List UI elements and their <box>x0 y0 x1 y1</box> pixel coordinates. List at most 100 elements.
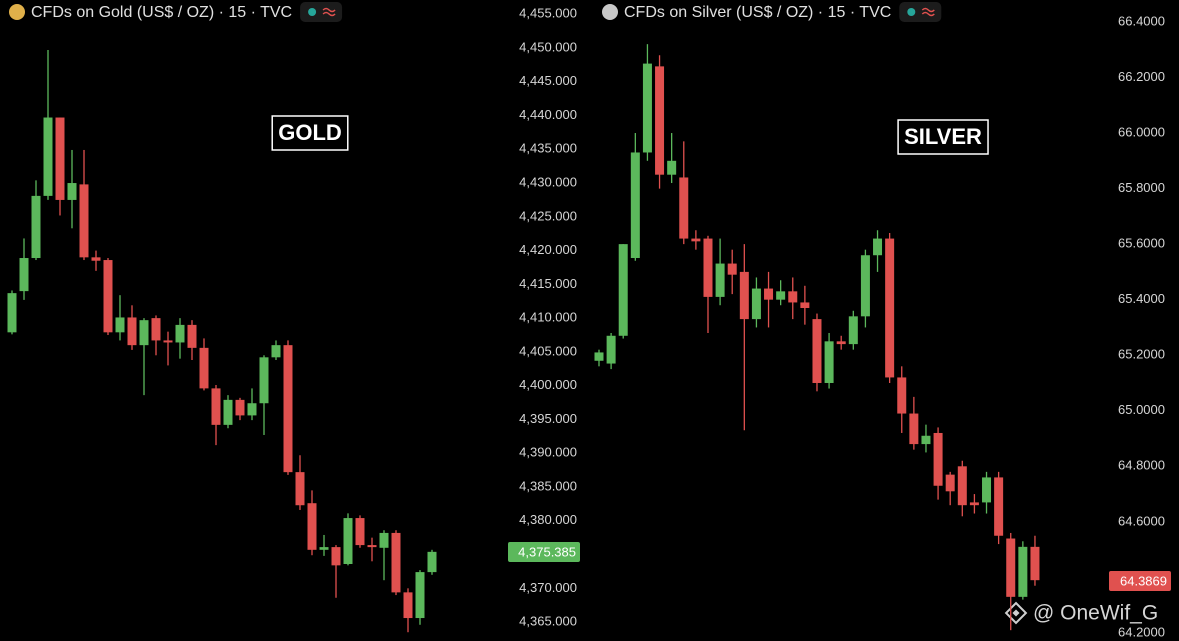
annotation: SILVER <box>904 124 982 149</box>
candle-body <box>19 258 29 292</box>
candle-body <box>295 472 305 506</box>
status-wave <box>322 7 336 17</box>
y-tick-label: 64.6000 <box>1118 513 1165 528</box>
y-tick-label: 65.4000 <box>1118 291 1165 306</box>
candle-body <box>667 160 677 175</box>
y-tick-label: 4,425.000 <box>519 208 577 223</box>
candle-body <box>860 255 870 317</box>
status-dot <box>308 8 317 16</box>
candle-body <box>776 291 786 300</box>
candle-body <box>379 532 389 548</box>
y-tick-label: 65.0000 <box>1118 402 1165 417</box>
candle-body <box>800 302 810 309</box>
candle-body <box>163 340 173 343</box>
candle-body <box>727 263 737 275</box>
candle-body <box>618 244 628 336</box>
candle-body <box>331 547 341 566</box>
symbol-icon <box>602 4 618 20</box>
y-tick-label: 4,455.000 <box>519 6 577 21</box>
y-tick-label: 4,420.000 <box>519 242 577 257</box>
y-tick-label: 66.2000 <box>1118 69 1165 84</box>
candle-body <box>994 477 1004 536</box>
y-tick-label: 4,380.000 <box>519 512 577 527</box>
chart-title: CFDs on Gold (US$ / OZ) · 15 · TVC <box>31 4 292 21</box>
candle-body <box>945 474 955 492</box>
candle-body <box>921 435 931 445</box>
status-dot <box>907 8 916 16</box>
candle-body <box>187 324 197 348</box>
status-wave <box>921 7 935 17</box>
y-tick-label: 4,415.000 <box>519 276 577 291</box>
candle-body <box>91 257 101 261</box>
candle-body <box>1030 546 1040 581</box>
candle-body <box>606 335 616 364</box>
candle-body <box>283 345 293 473</box>
y-tick-label: 4,390.000 <box>519 445 577 460</box>
candle-body <box>848 316 858 345</box>
candle-body <box>223 399 233 425</box>
status-pill <box>899 2 942 22</box>
candle-body <box>630 152 640 259</box>
candle-body <box>127 317 137 346</box>
y-tick-label: 4,410.000 <box>519 310 577 325</box>
candle-body <box>642 63 652 153</box>
candle-body <box>909 413 919 445</box>
annotation: GOLD <box>278 120 342 145</box>
candle-body <box>415 572 425 619</box>
candle-body <box>343 518 353 564</box>
candle-body <box>7 293 17 333</box>
candle-body <box>115 317 125 333</box>
candle-body <box>235 399 245 416</box>
candle-body <box>43 117 53 196</box>
candle-body <box>703 238 713 297</box>
y-tick-label: 66.0000 <box>1118 124 1165 139</box>
candle-body <box>764 288 774 300</box>
candle-body <box>391 532 401 593</box>
last-price-label: 64.3869 <box>1120 573 1167 588</box>
candle-body <box>897 377 907 414</box>
candle-body <box>151 318 161 341</box>
candle-body <box>211 388 221 425</box>
y-tick-label: 4,365.000 <box>519 614 577 629</box>
candle-body <box>594 352 604 361</box>
y-tick-label: 65.2000 <box>1118 347 1165 362</box>
candle-body <box>427 551 437 573</box>
y-tick-label: 64.8000 <box>1118 458 1165 473</box>
last-price-tag <box>508 541 580 562</box>
candle-body <box>679 177 689 239</box>
y-tick-label: 66.4000 <box>1118 13 1165 28</box>
candle-body <box>31 195 41 259</box>
candle-body <box>969 502 979 506</box>
candle-body <box>175 324 185 343</box>
y-tick-label: 64.2000 <box>1118 624 1165 639</box>
candle-body <box>824 341 834 383</box>
candle-body <box>319 547 329 550</box>
candle-body <box>307 503 317 550</box>
y-tick-label: 4,370.000 <box>519 580 577 595</box>
y-tick-label: 65.6000 <box>1118 236 1165 251</box>
y-tick-label: 4,435.000 <box>519 141 577 156</box>
candle-body <box>103 260 113 333</box>
last-price-label: 4,375.385 <box>518 544 576 559</box>
symbol-icon <box>9 4 25 20</box>
annotation-box <box>271 115 349 151</box>
candle-body <box>79 184 89 258</box>
candle-body <box>55 117 65 200</box>
candle-body <box>691 238 701 242</box>
candle-body <box>715 263 725 297</box>
y-tick-label: 4,440.000 <box>519 107 577 122</box>
candle-body <box>788 291 798 303</box>
watermark: @ OneWif_G <box>1033 602 1158 625</box>
y-tick-label: 4,450.000 <box>519 39 577 54</box>
y-tick-label: 65.8000 <box>1118 180 1165 195</box>
candle-body <box>139 320 149 346</box>
candle-body <box>403 592 413 619</box>
candle-body <box>957 466 967 506</box>
y-tick-label: 4,385.000 <box>519 478 577 493</box>
candle-body <box>933 432 943 486</box>
candle-body <box>885 238 895 378</box>
candle-body <box>1006 538 1016 597</box>
chart-title: CFDs on Silver (US$ / OZ) · 15 · TVC <box>624 4 891 21</box>
candle-body <box>655 66 665 175</box>
